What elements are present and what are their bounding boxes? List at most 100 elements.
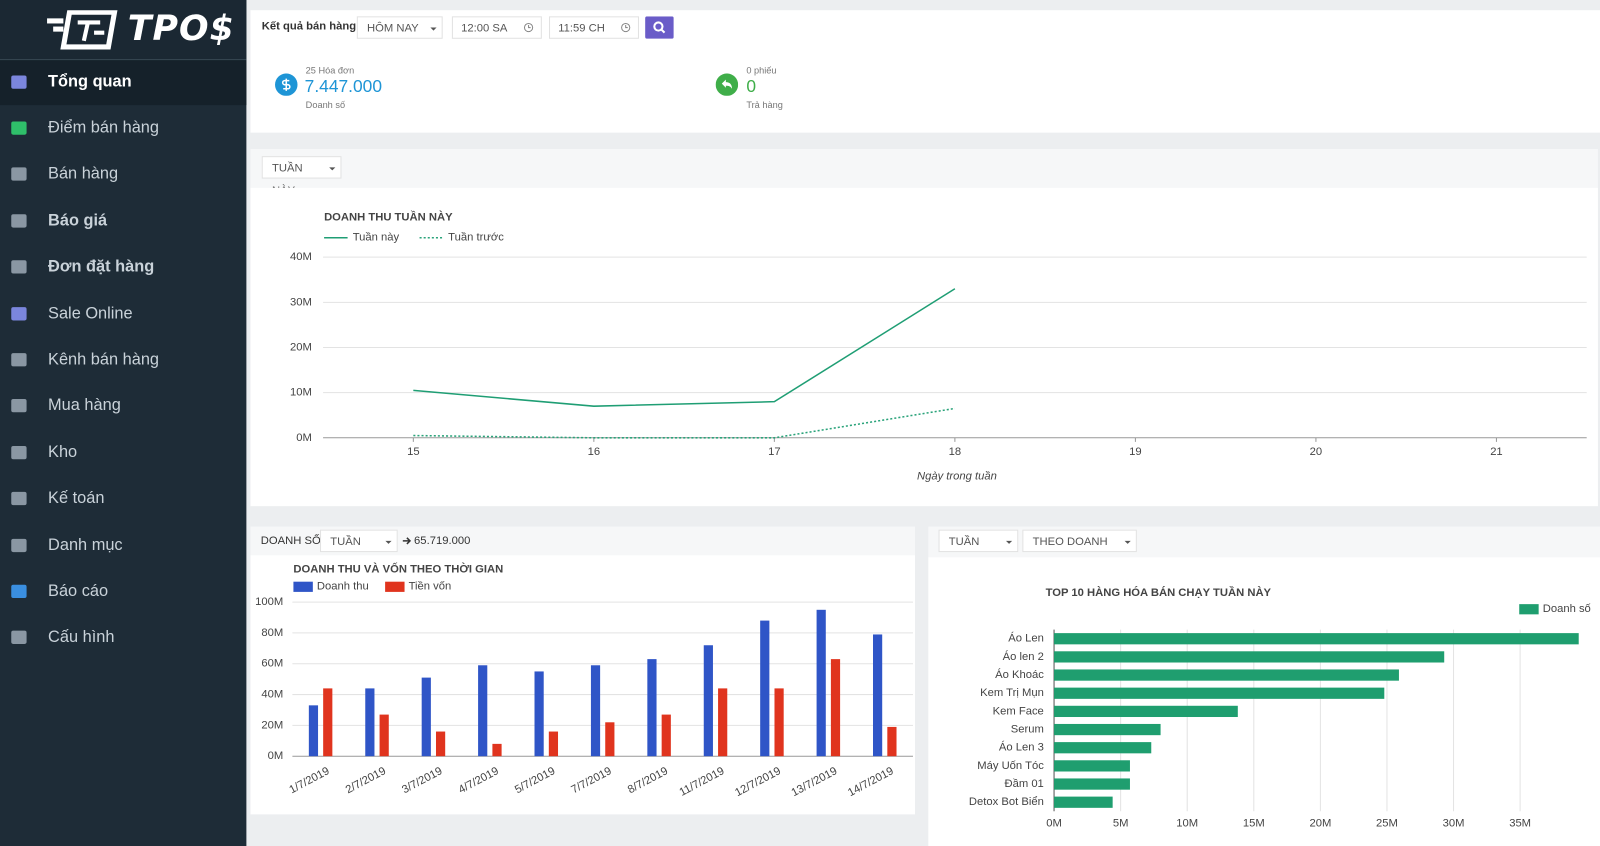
logo: TPO$ — [0, 0, 247, 61]
sales-label: DOANH SỐ — [260, 534, 321, 547]
menu-icon — [11, 75, 27, 89]
bar — [365, 688, 375, 757]
x-tick-label: 2/7/2019 — [344, 765, 388, 796]
x-tick-label: 30M — [1443, 818, 1465, 830]
bar — [1054, 687, 1385, 699]
x-tick-label: 1/7/2019 — [287, 765, 331, 796]
menu-icon — [11, 538, 27, 552]
chart-title: TOP 10 HÀNG HÓA BÁN CHẠY TUẦN NÀY — [1046, 586, 1272, 599]
bar — [873, 634, 883, 757]
bar — [308, 705, 319, 757]
bar — [647, 659, 657, 757]
menu-item[interactable]: Sale Online — [0, 291, 246, 336]
top-bar: Kết quả bán hàng HÔM NAY 12:00 SA 11:59 … — [250, 10, 1600, 133]
menu-label: Cấu hình — [48, 629, 115, 647]
bar-chart-panel — [250, 555, 916, 815]
x-tick-label: 13/7/2019 — [790, 765, 840, 799]
y-tick-label: Kem Face — [993, 705, 1044, 717]
clock-icon — [621, 22, 631, 33]
menu-item[interactable]: Điểm bán hàng — [0, 106, 246, 151]
x-tick-label: 11/7/2019 — [677, 765, 726, 799]
menu-icon — [11, 445, 27, 460]
y-tick-label: 40M — [290, 251, 312, 263]
bar — [1054, 651, 1445, 663]
menu-label: Điểm bán hàng — [48, 119, 159, 137]
bar — [492, 743, 502, 757]
menu-item[interactable]: Danh mục — [0, 523, 246, 568]
week-dropdown[interactable]: TUẦN NÀY — [261, 156, 342, 197]
y-tick-label: 60M — [261, 658, 283, 670]
menu-item[interactable]: Báo cáo — [0, 569, 246, 614]
menu-icon — [11, 260, 27, 274]
menu-icon — [11, 492, 27, 506]
legend-swatch — [385, 581, 405, 592]
y-tick-label: Đầm 01 — [1004, 778, 1043, 790]
summary-sublabel: Trả hàng — [746, 100, 783, 111]
y-tick-label: 40M — [261, 689, 283, 701]
x-tick-label: 18 — [949, 446, 961, 458]
x-tick-label: 15M — [1243, 818, 1265, 830]
y-tick-label: 0M — [268, 750, 284, 762]
menu-item[interactable]: Báo giá — [0, 199, 246, 244]
summary-caption: 25 Hóa đơn — [305, 65, 355, 76]
menu-icon — [11, 121, 27, 135]
bar — [605, 722, 615, 757]
line-series — [413, 288, 956, 407]
sales-total: 65.719.000 — [414, 534, 471, 547]
bar — [548, 731, 559, 757]
menu-icon — [11, 306, 27, 321]
top-period-dropdown[interactable]: TUẦN NÀY — [938, 529, 1019, 570]
y-tick-label: Áo Len — [1008, 632, 1044, 645]
menu-label: Bán hàng — [48, 165, 119, 184]
menu-item[interactable]: Kế toán — [0, 477, 246, 522]
menu-label: Mua hàng — [48, 397, 121, 415]
search-button[interactable] — [645, 16, 674, 39]
time-from-text: 12:00 SA — [461, 22, 508, 35]
x-tick-label: 17 — [768, 446, 780, 458]
menu-item[interactable]: Kho — [0, 430, 246, 475]
menu-icon — [11, 353, 27, 367]
bar — [478, 665, 488, 757]
menu-label: Báo giá — [48, 212, 108, 230]
period-dropdown[interactable]: HÔM NAY — [356, 16, 443, 39]
x-tick-label: 14/7/2019 — [846, 765, 896, 799]
x-tick-label: 4/7/2019 — [457, 765, 501, 796]
bar — [421, 677, 431, 757]
bar — [1054, 669, 1399, 681]
menu-icon — [11, 584, 27, 599]
x-tick-label: 25M — [1376, 818, 1398, 830]
y-tick-label: Detox Bot Biển — [969, 796, 1044, 808]
menu-label: Kênh bán hàng — [48, 351, 160, 369]
bar — [816, 609, 826, 757]
menu-item[interactable]: Mua hàng — [0, 384, 246, 429]
logo-mark — [47, 10, 118, 50]
bar — [774, 688, 784, 757]
summary-amount: 7.447.000 — [304, 76, 382, 96]
time-from[interactable]: 12:00 SA — [451, 16, 542, 39]
bar — [1054, 796, 1113, 808]
time-to[interactable]: 11:59 CH — [549, 16, 639, 39]
bar — [830, 659, 841, 757]
bar — [718, 688, 728, 757]
menu-item[interactable]: Kênh bán hàng — [0, 338, 246, 383]
menu-item[interactable]: Đơn đặt hàng — [0, 245, 246, 290]
line-series — [413, 407, 956, 439]
menu-icon — [11, 399, 27, 413]
x-tick-label: 16 — [588, 446, 600, 458]
menu-label: Danh mục — [48, 536, 123, 554]
bar — [1054, 633, 1579, 645]
menu-item[interactable]: Tổng quan — [0, 60, 247, 106]
menu-label: Kho — [48, 443, 78, 462]
y-tick-label: 0M — [296, 432, 312, 444]
menu-item[interactable]: Bán hàng — [0, 152, 246, 197]
x-tick-label: 20M — [1309, 818, 1331, 830]
y-tick-label: Áo Khoác — [995, 668, 1044, 681]
bar — [1054, 778, 1130, 790]
x-tick-label: 21 — [1490, 446, 1502, 458]
summary-caption: 0 phiếu — [746, 65, 777, 76]
menu-item[interactable]: Cấu hình — [0, 616, 246, 661]
time-to-text: 11:59 CH — [558, 22, 605, 35]
chart-title: DOANH THU VÀ VỐN THEO THỜI GIAN — [293, 561, 503, 575]
